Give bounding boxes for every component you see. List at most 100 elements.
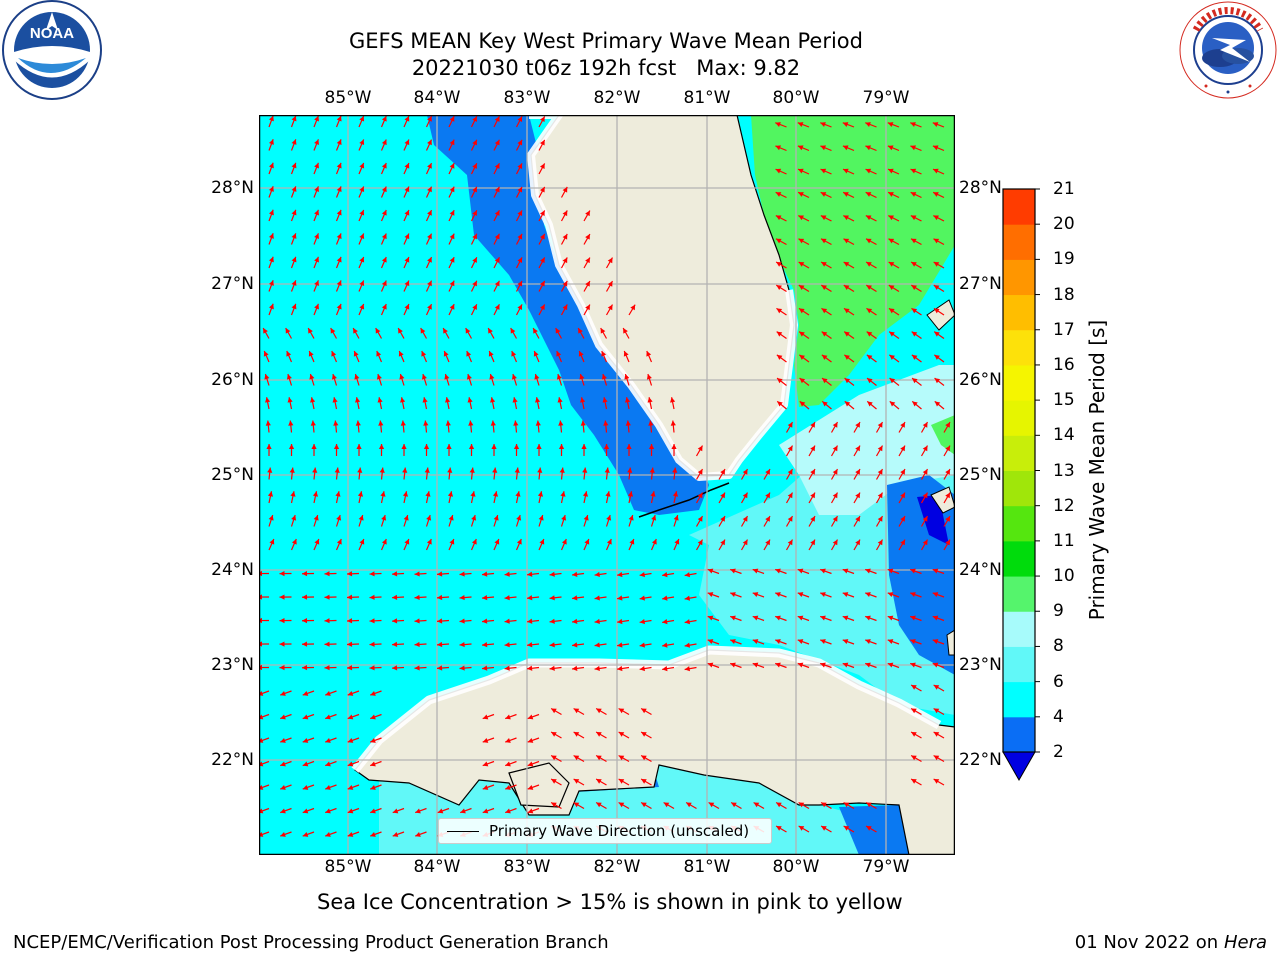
direction-arrow-head — [573, 755, 580, 761]
direction-arrow-head — [347, 594, 353, 600]
direction-arrow-head — [314, 233, 319, 239]
colorbar-tick-label: 17 — [1053, 319, 1075, 340]
colorbar-band — [1003, 189, 1035, 225]
direction-arrow-head — [472, 210, 477, 216]
direction-arrow-head — [572, 571, 578, 577]
direction-arrow-head — [378, 444, 385, 450]
direction-arrow-head — [527, 618, 533, 624]
direction-arrow-head — [539, 116, 545, 123]
direction-arrow-head — [865, 568, 871, 574]
direction-arrow-head — [505, 808, 511, 814]
direction-arrow-head — [821, 261, 827, 267]
direction-arrow-head — [557, 397, 563, 403]
direction-arrow-head — [753, 802, 760, 808]
direction-arrow-head — [877, 422, 883, 428]
direction-arrow-head — [404, 257, 410, 263]
direction-arrow-head — [347, 808, 354, 814]
direction-arrow-head — [375, 328, 381, 334]
direction-arrow-head — [798, 215, 804, 221]
direction-arrow-head — [820, 592, 826, 598]
colorbar-label: Primary Wave Mean Period [s] — [1085, 319, 1109, 621]
direction-arrow-head — [810, 492, 815, 499]
direction-arrow-head — [404, 139, 410, 146]
direction-arrow-head — [359, 209, 365, 216]
direction-arrow-head — [445, 397, 451, 403]
direction-arrow-head — [437, 618, 443, 624]
direction-arrow-head — [491, 444, 497, 450]
colorbar-tick-label: 10 — [1053, 566, 1075, 587]
left-lat-label: 26°N — [211, 370, 254, 390]
direction-arrow-head — [482, 618, 488, 624]
direction-arrow-head — [842, 639, 849, 645]
direction-arrow-head — [933, 238, 940, 244]
direction-arrow-head — [639, 618, 645, 625]
direction-arrow-head — [787, 422, 793, 428]
direction-arrow-head — [309, 374, 315, 380]
direction-arrow-head — [331, 350, 337, 357]
direction-arrow-head — [742, 516, 748, 522]
footer-date-text: 01 Nov 2022 on — [1074, 932, 1219, 953]
direction-arrow-head — [423, 420, 429, 426]
direction-arrow-head — [302, 714, 309, 720]
direction-arrow-head — [639, 571, 645, 578]
direction-arrow-head — [517, 257, 523, 263]
direction-arrow-head — [855, 516, 860, 522]
direction-arrow-head — [482, 761, 489, 767]
direction-arrow-head — [887, 662, 894, 668]
direction-arrow-head — [427, 186, 432, 193]
direction-arrow-head — [517, 163, 523, 169]
direction-arrow-head — [449, 186, 455, 193]
direction-arrow-head — [472, 139, 477, 146]
direction-arrow-head — [912, 401, 918, 407]
direction-arrow-head — [381, 233, 387, 240]
direction-arrow-head — [934, 354, 940, 360]
direction-arrow-head — [603, 444, 610, 450]
nws-logo — [1176, 0, 1280, 104]
direction-arrow-head — [370, 808, 376, 814]
direction-arrow-head — [752, 568, 759, 574]
direction-arrow-head — [527, 665, 533, 671]
direction-arrow-head — [887, 122, 894, 127]
direction-arrow-head — [392, 571, 398, 577]
direction-arrow-head — [730, 568, 736, 574]
direction-arrow-head — [369, 641, 375, 647]
noaa-logo-text: NOAA — [30, 25, 74, 42]
direction-arrow-head — [752, 592, 759, 598]
direction-arrow-head — [672, 491, 678, 497]
direction-arrow-head — [330, 328, 336, 334]
direction-arrow-head — [945, 445, 950, 452]
direction-arrow-head — [572, 595, 578, 601]
direction-arrow-head — [494, 304, 500, 310]
direction-arrow-head — [392, 665, 398, 671]
direction-arrow-head — [291, 256, 297, 263]
direction-arrow-head — [670, 397, 676, 403]
direction-arrow-head — [787, 539, 793, 546]
direction-arrow-head — [775, 215, 782, 221]
direction-arrow-head — [494, 210, 500, 216]
direction-arrow-head — [697, 492, 703, 499]
direction-arrow-head — [775, 145, 782, 151]
top-lon-label: 83°W — [503, 88, 551, 108]
direction-arrow-head — [549, 665, 555, 671]
direction-arrow-head — [517, 139, 523, 146]
direction-arrow-head — [267, 491, 273, 497]
direction-arrow-head — [707, 662, 714, 668]
direction-arrow-head — [623, 328, 628, 334]
direction-arrow-head — [933, 755, 940, 761]
direction-arrow-head — [787, 469, 793, 475]
direction-arrow-head — [437, 665, 443, 671]
direction-arrow-head — [618, 779, 625, 784]
direction-arrow-head — [720, 469, 725, 475]
direction-arrow-head — [336, 139, 342, 146]
direction-arrow-head — [752, 615, 759, 621]
direction-arrow-head — [538, 515, 544, 521]
direction-arrow-head — [843, 215, 849, 221]
direction-arrow-head — [427, 116, 432, 122]
direction-arrow-head — [425, 491, 431, 497]
direction-arrow-head — [489, 374, 495, 380]
top-lon-label: 80°W — [772, 88, 820, 108]
direction-arrow-head — [443, 328, 448, 334]
direction-arrow-head — [684, 666, 691, 672]
direction-arrow-head — [459, 618, 465, 624]
direction-arrow-head — [551, 732, 557, 737]
